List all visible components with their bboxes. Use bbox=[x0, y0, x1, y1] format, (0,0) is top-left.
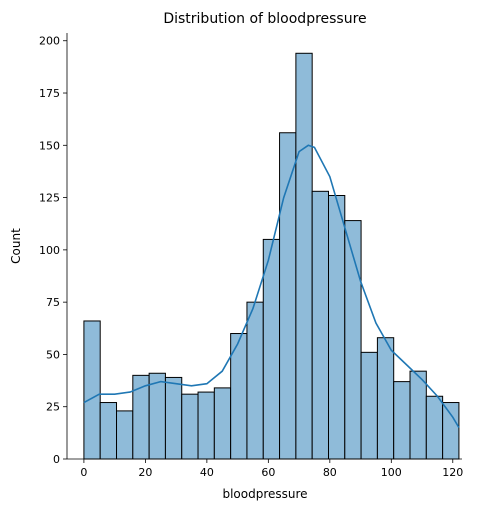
x-tick-label: 0 bbox=[80, 466, 87, 479]
bar bbox=[213, 387, 232, 460]
x-tick-label: 80 bbox=[323, 466, 337, 479]
y-tick-label: 100 bbox=[39, 244, 60, 257]
y-tick-label: 25 bbox=[46, 401, 60, 414]
x-axis-label: bloodpressure bbox=[222, 487, 307, 501]
x-tick-label: 20 bbox=[138, 466, 152, 479]
kde-line bbox=[83, 144, 460, 429]
bar bbox=[148, 372, 166, 460]
x-tick-label: 100 bbox=[381, 466, 402, 479]
y-tick-label: 75 bbox=[46, 296, 60, 309]
bar bbox=[295, 52, 313, 460]
bar bbox=[360, 351, 378, 460]
x-tick-label: 60 bbox=[261, 466, 275, 479]
y-tick-label: 150 bbox=[39, 139, 60, 152]
chart-title: Distribution of bloodpressure bbox=[163, 11, 366, 27]
y-axis-label: Count bbox=[9, 228, 23, 264]
bar bbox=[311, 190, 329, 460]
bar bbox=[393, 381, 411, 460]
y-tick-label: 50 bbox=[46, 348, 60, 361]
bar bbox=[83, 320, 101, 460]
bar bbox=[409, 370, 427, 460]
bar bbox=[116, 410, 134, 460]
x-tick-label: 120 bbox=[442, 466, 463, 479]
bar bbox=[181, 393, 199, 460]
bar bbox=[442, 402, 460, 460]
bar bbox=[279, 132, 297, 460]
bar bbox=[99, 402, 118, 460]
bar bbox=[246, 301, 264, 460]
bar bbox=[164, 376, 183, 460]
y-tick-label: 200 bbox=[39, 35, 60, 48]
bar bbox=[262, 238, 281, 460]
bar bbox=[197, 391, 215, 460]
y-tick-label: 125 bbox=[39, 192, 60, 205]
x-tick-label: 40 bbox=[200, 466, 214, 479]
bar bbox=[327, 194, 346, 460]
y-tick-label: 175 bbox=[39, 87, 60, 100]
y-tick-label: 0 bbox=[53, 453, 60, 466]
bar bbox=[376, 337, 395, 460]
bar bbox=[425, 395, 444, 460]
